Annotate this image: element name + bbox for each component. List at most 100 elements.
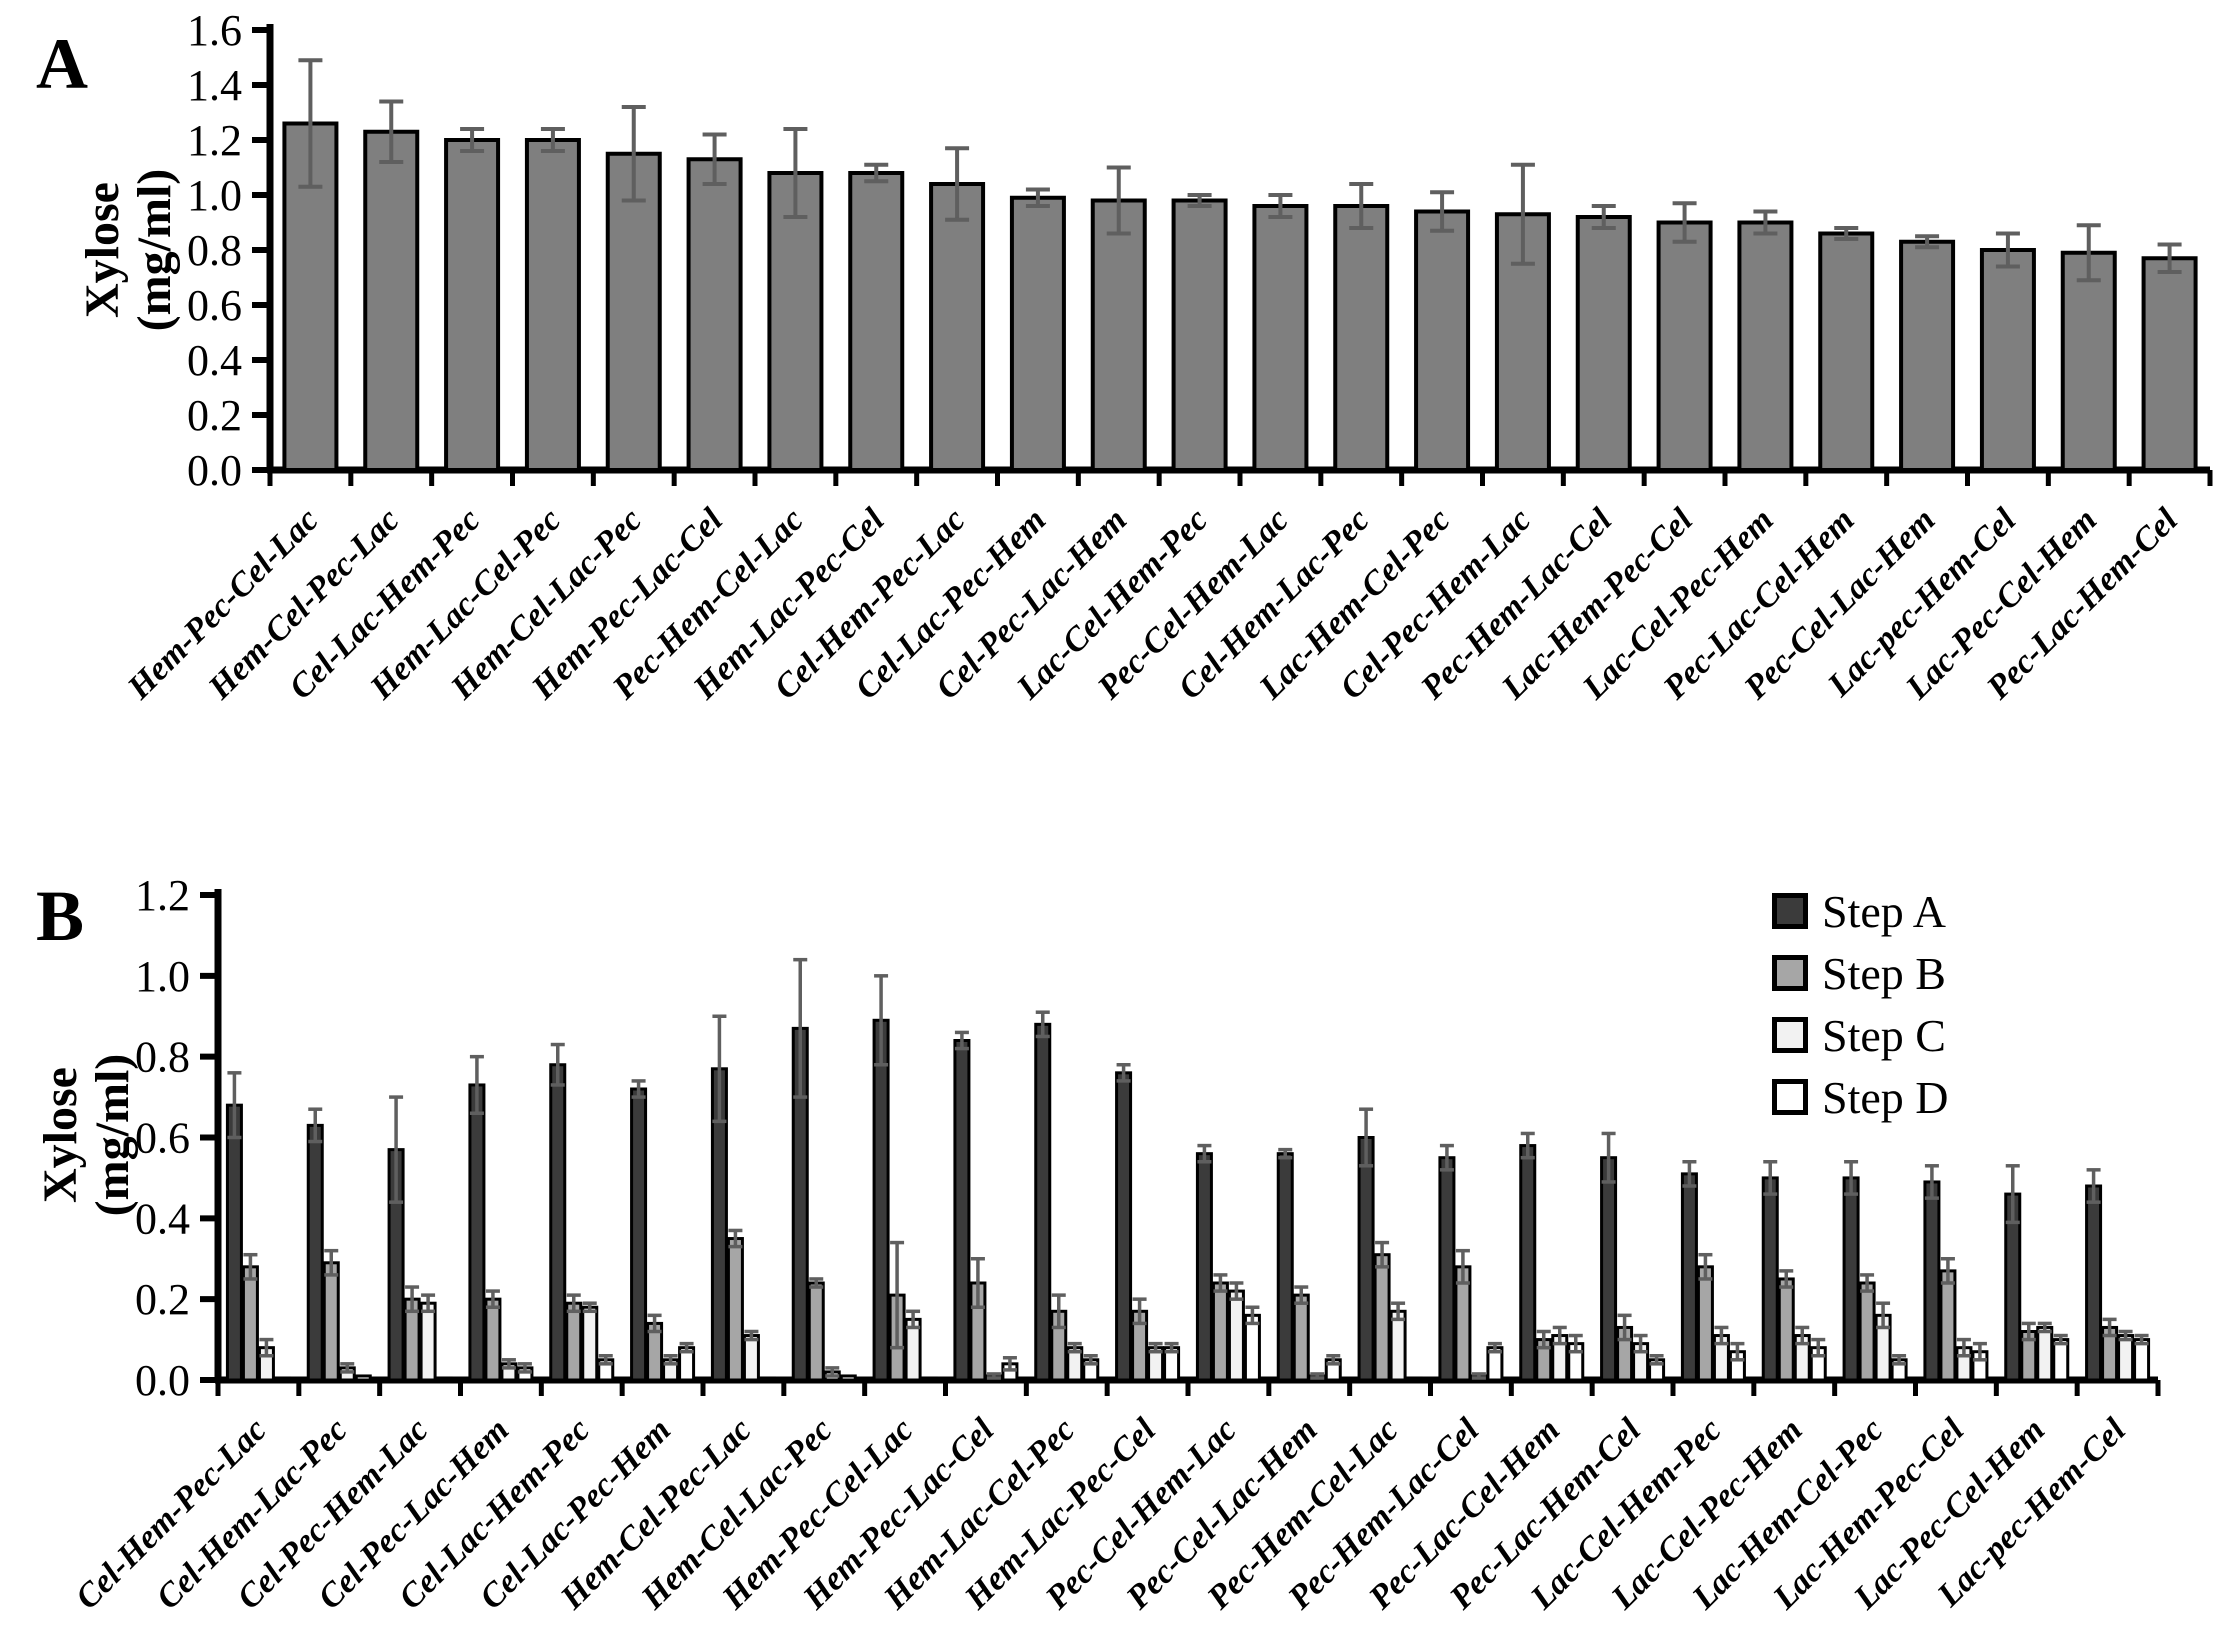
bar [2052, 1338, 2070, 1382]
bar [363, 129, 420, 472]
bar [1090, 198, 1147, 472]
bar [1680, 1172, 1698, 1382]
bar [872, 1018, 890, 1382]
bar [322, 1261, 340, 1382]
y-tick-label: 0.8 [135, 1033, 190, 1082]
bar [2141, 256, 2198, 472]
bar [524, 138, 581, 472]
y-axis-title: Xylose [76, 182, 129, 318]
y-tick-label: 1.4 [187, 61, 242, 110]
bar [444, 138, 501, 472]
bar [1979, 248, 2036, 472]
bar [1600, 1156, 1618, 1382]
bar [1373, 1253, 1391, 1382]
bar [1252, 204, 1309, 472]
bar [605, 151, 662, 472]
y-tick-label: 1.6 [187, 6, 242, 55]
bar [1405, 1376, 1423, 1382]
bar [920, 1376, 938, 1382]
bar [2085, 1184, 2103, 1382]
bar [726, 1237, 744, 1382]
bar [273, 1376, 291, 1382]
legend-item: Step D [1772, 1066, 1949, 1128]
bar [1211, 1281, 1229, 1382]
y-tick-label: 0.0 [135, 1356, 190, 1405]
legend: Step A Step B Step C Step D [1772, 880, 1949, 1128]
bar [929, 182, 986, 472]
y-axis-title: (mg/ml) [128, 169, 181, 332]
y-tick-label: 0.4 [187, 336, 242, 385]
bar [758, 1376, 776, 1382]
y-tick-label: 0.0 [187, 446, 242, 495]
bar [1292, 1293, 1310, 1382]
bar [2060, 250, 2117, 472]
bar [953, 1039, 971, 1382]
y-tick-label: 0.2 [135, 1275, 190, 1324]
bar [549, 1063, 567, 1382]
bar [435, 1376, 453, 1382]
bar [686, 157, 743, 472]
y-tick-label: 0.6 [187, 281, 242, 330]
legend-label: Step D [1822, 1071, 1949, 1123]
bar [1227, 1289, 1245, 1382]
bar [1195, 1152, 1213, 1382]
bar [241, 1265, 259, 1382]
bar [1414, 209, 1471, 472]
bar [1777, 1277, 1795, 1382]
bar [2036, 1325, 2054, 1382]
bar [225, 1103, 243, 1382]
bar [1034, 1022, 1052, 1382]
bar [419, 1301, 437, 1382]
bar [1357, 1136, 1375, 1382]
bar [1575, 215, 1632, 472]
bar [1858, 1281, 1876, 1382]
bar [1009, 195, 1066, 472]
legend-swatch-icon [1772, 955, 1808, 991]
y-tick-label: 1.2 [135, 871, 190, 920]
bar [1656, 220, 1713, 472]
bar [1389, 1309, 1407, 1382]
bar [565, 1301, 583, 1382]
bar [2117, 1334, 2135, 1382]
bar [1761, 1176, 1779, 1382]
bar [1333, 204, 1390, 472]
bar [1519, 1144, 1537, 1382]
bar [1115, 1071, 1133, 1382]
panel-a-letter: A [36, 24, 88, 104]
bar [484, 1297, 502, 1382]
panel-b-letter: B [36, 876, 85, 956]
y-tick-label: 1.0 [187, 171, 242, 220]
legend-item: Step C [1772, 1004, 1949, 1066]
bar [630, 1087, 648, 1382]
bar [1696, 1265, 1714, 1382]
y-axis-title: (mg/ml) [86, 1054, 139, 1217]
y-tick-label: 0.6 [135, 1114, 190, 1163]
y-tick-label: 0.8 [187, 226, 242, 275]
bar [1438, 1156, 1456, 1382]
bar [354, 1374, 372, 1382]
legend-swatch-icon [1772, 1079, 1808, 1115]
legend-label: Step B [1822, 947, 1946, 999]
bar [581, 1305, 599, 1382]
bar [468, 1083, 486, 1382]
y-tick-label: 0.4 [135, 1194, 190, 1243]
bar [1923, 1180, 1941, 1382]
bar [306, 1123, 324, 1382]
bar [839, 1374, 857, 1382]
bar [1842, 1176, 1860, 1382]
legend-swatch-icon [1772, 893, 1808, 929]
legend-item: Step B [1772, 942, 1949, 1004]
bar [1939, 1269, 1957, 1382]
bar [848, 171, 905, 472]
legend-label: Step A [1822, 885, 1946, 937]
bar [742, 1334, 760, 1382]
y-tick-label: 1.0 [135, 952, 190, 1001]
bar [807, 1281, 825, 1382]
legend-label: Step C [1822, 1009, 1946, 1061]
bar [1899, 239, 1956, 472]
y-tick-label: 0.2 [187, 391, 242, 440]
y-axis-title: Xylose [34, 1067, 87, 1203]
y-tick-label: 1.2 [187, 116, 242, 165]
bar [2133, 1338, 2151, 1382]
bar [1737, 220, 1794, 472]
